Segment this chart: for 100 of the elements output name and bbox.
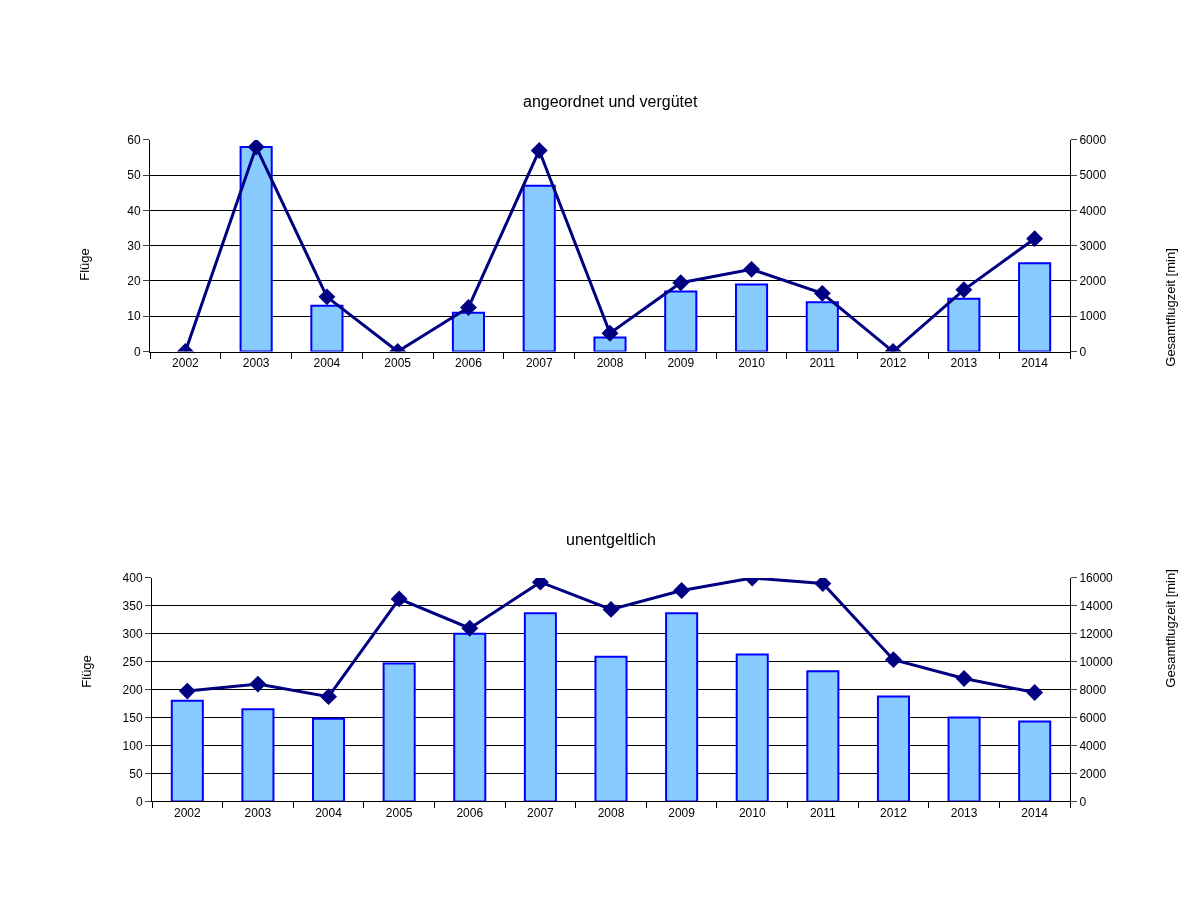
x-tick-label: 2012	[880, 805, 908, 820]
point	[814, 577, 832, 592]
x-tick-label: 2012	[879, 355, 907, 370]
point	[813, 284, 831, 302]
bar	[664, 290, 698, 352]
x-tick-label: 2014	[1021, 355, 1049, 370]
point	[955, 670, 973, 687]
x-tick-label: 2003	[244, 805, 272, 820]
point	[461, 619, 479, 637]
point	[672, 274, 690, 292]
x-tick-label: 2005	[384, 355, 412, 370]
point	[955, 281, 973, 299]
x-tick-label: 2004	[315, 805, 343, 820]
y-tick-label: 20	[127, 274, 141, 289]
y-tick-label: 60	[127, 133, 141, 148]
y-axis-title: Flüge	[77, 248, 93, 281]
bar	[453, 632, 487, 802]
bar	[735, 653, 769, 802]
x-tick-label: 2013	[950, 805, 978, 820]
point	[318, 288, 336, 306]
point	[1026, 684, 1044, 701]
y2-tick-label: 3000	[1079, 238, 1107, 253]
point	[178, 682, 196, 700]
x-tick-label: 2006	[455, 355, 483, 370]
y-tick-label: 10	[127, 309, 141, 324]
bar	[382, 662, 416, 802]
y-tick-label: 0	[135, 794, 143, 809]
y-tick-label: 100	[122, 738, 143, 753]
x-tick-label: 2003	[242, 355, 270, 370]
point	[247, 139, 265, 156]
x-tick-label: 2004	[313, 355, 341, 370]
y2-tick-label: 1000	[1079, 309, 1107, 324]
bar	[170, 699, 204, 802]
y2-tick-label: 6000	[1079, 133, 1107, 148]
y2-tick-label: 2000	[1079, 766, 1107, 781]
point	[1026, 230, 1044, 248]
chart-title: angeordnet und vergütet	[523, 93, 698, 110]
bar	[805, 301, 839, 352]
bar	[1018, 262, 1052, 352]
point	[601, 324, 619, 342]
bar	[239, 145, 273, 352]
bar	[1018, 720, 1052, 802]
y-tick-label: 400	[122, 571, 143, 586]
x-tick-label: 2011	[809, 355, 836, 370]
y2-tick-label: 10000	[1079, 654, 1114, 669]
point	[320, 688, 337, 706]
chart-title: unentgeltlich	[566, 531, 656, 548]
y2-tick-label: 5000	[1079, 168, 1107, 183]
point	[249, 675, 267, 693]
y2-tick-label: 2000	[1079, 274, 1107, 289]
bar	[876, 695, 910, 802]
bar	[594, 655, 628, 802]
x-tick-label: 2013	[950, 355, 978, 370]
y-tick-label: 350	[122, 599, 143, 614]
y2-tick-label: 6000	[1079, 710, 1107, 725]
x-tick-label: 2009	[667, 355, 695, 370]
y-tick-label: 250	[122, 654, 143, 669]
bar	[947, 297, 981, 352]
y-axis-title: Flüge	[79, 655, 95, 688]
bar	[593, 336, 627, 352]
y-tick-label: 40	[127, 203, 141, 218]
bar	[734, 283, 769, 352]
x-tick-label: 2010	[738, 355, 766, 370]
point	[460, 299, 477, 316]
point	[673, 582, 691, 599]
y2-tick-label: 16000	[1079, 571, 1114, 586]
x-tick-label: 2008	[596, 355, 624, 370]
bar	[451, 311, 486, 352]
point	[602, 600, 620, 618]
x-tick-label: 2009	[668, 805, 696, 820]
bar	[312, 717, 346, 802]
y2-tick-label: 0	[1079, 794, 1087, 809]
y2-tick-label: 14000	[1079, 599, 1114, 614]
bar	[665, 612, 699, 802]
point	[390, 590, 408, 608]
bar	[241, 708, 275, 802]
y-tick-label: 50	[129, 766, 143, 781]
x-tick-label: 2006	[456, 805, 484, 820]
x-tick-label: 2011	[809, 805, 837, 820]
y2-tick-label: 4000	[1079, 203, 1107, 218]
x-tick-label: 2002	[172, 355, 200, 370]
bar	[522, 184, 556, 352]
point	[885, 651, 902, 669]
y2-tick-label: 4000	[1079, 738, 1107, 753]
point	[743, 260, 760, 278]
bar	[523, 612, 557, 802]
y2-axis-title: Gesamtflugzeit [min]	[1163, 569, 1179, 688]
bar	[310, 304, 344, 352]
bar	[806, 670, 840, 802]
bar	[947, 716, 981, 802]
y-tick-label: 300	[122, 627, 143, 642]
x-tick-label: 2014	[1021, 805, 1049, 820]
y2-axis-title: Gesamtflugzeit [min]	[1163, 248, 1179, 367]
point	[530, 142, 548, 159]
y2-tick-label: 8000	[1079, 682, 1107, 697]
x-tick-label: 2005	[385, 805, 413, 820]
y-tick-label: 0	[133, 344, 141, 359]
x-tick-label: 2008	[597, 805, 625, 820]
x-tick-label: 2007	[527, 805, 555, 820]
y-tick-label: 200	[122, 682, 143, 697]
